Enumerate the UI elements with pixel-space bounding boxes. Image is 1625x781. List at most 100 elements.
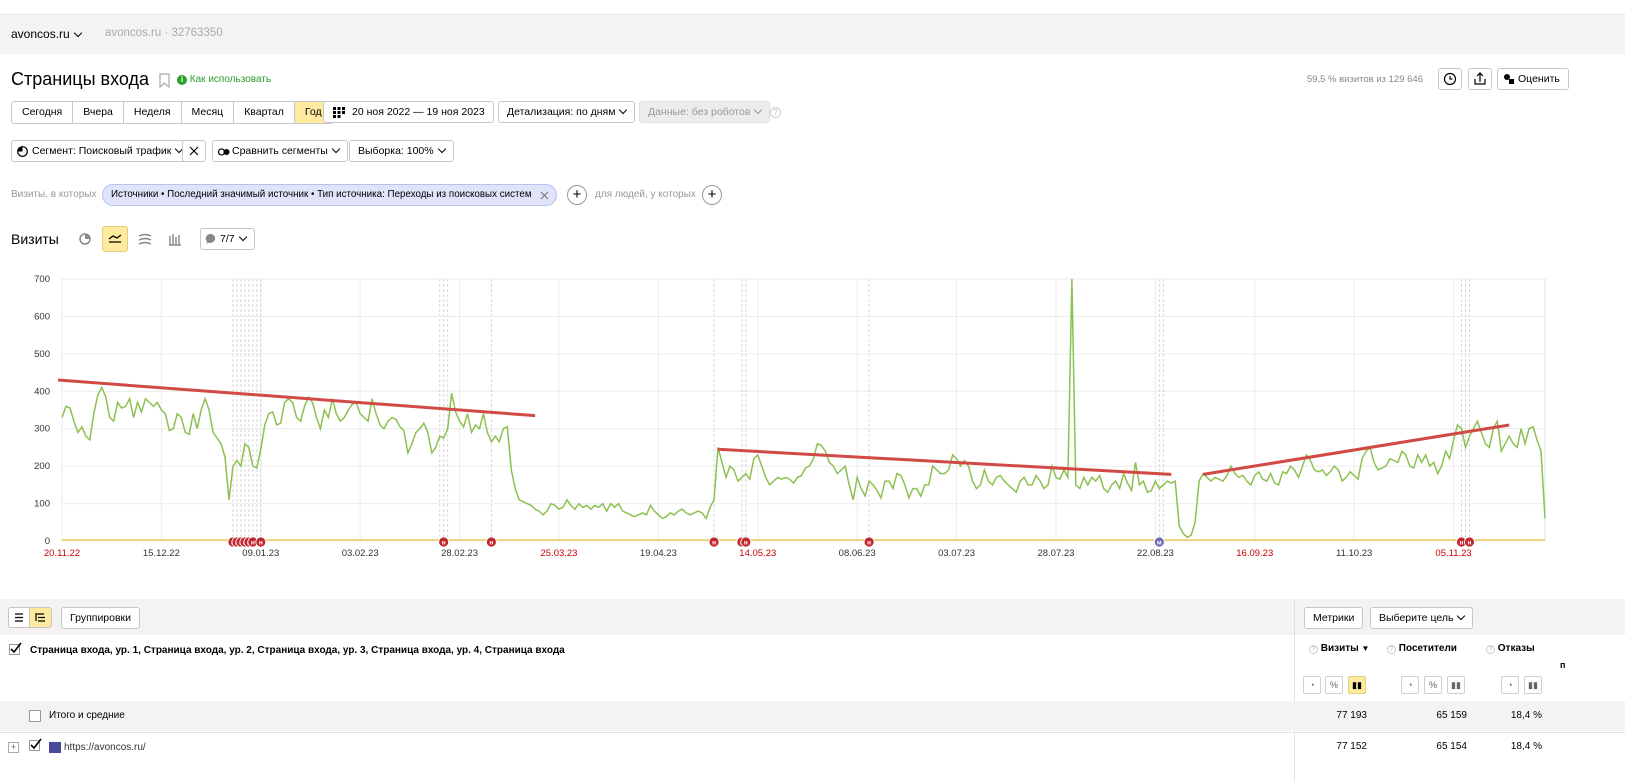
history-button[interactable] [1438,68,1462,90]
trend-line [717,447,1172,476]
x-tick-label: 14.05.23 [739,548,776,559]
row-url-link[interactable]: https://avoncos.ru/ [64,742,146,753]
segment-select[interactable]: Сегмент: Поисковый трафик [11,140,192,162]
filter-chip[interactable]: Источники • Последний значимый источник … [102,184,557,206]
bar-chart-icon[interactable]: ▮▮ [1348,676,1366,694]
totals-checkbox[interactable] [29,710,41,722]
area-chart-icon[interactable] [138,232,152,246]
bookmark-icon[interactable] [159,73,170,88]
bounces-column-header[interactable]: ? Отказы [1486,643,1535,654]
goal-select[interactable]: Выберите цель [1370,607,1474,629]
question-icon[interactable]: ? [770,107,781,118]
add-filter-button[interactable]: + [567,185,587,205]
close-icon [189,146,199,156]
comment-icon [205,233,216,244]
rate-button[interactable]: Оценить [1497,68,1569,90]
pie-icon [17,146,28,157]
annotations-select[interactable]: 7/7 [200,228,255,250]
period-button[interactable]: Вчера [73,102,124,123]
checkmark-icon [29,738,42,751]
annotation-marker-label: н [744,540,748,547]
groupings-button[interactable]: Группировки [61,607,141,629]
row-checkbox[interactable] [29,738,43,757]
visits-series-line[interactable] [61,278,1546,539]
bar-chart-icon[interactable] [168,232,182,246]
info-icon: ? [1309,645,1318,654]
period-button[interactable]: Месяц [181,102,235,123]
dimension-header[interactable]: Страница входа, ур. 1, Страница входа, у… [30,645,565,656]
annotation-marker[interactable] [255,536,267,548]
clock-icon [1443,72,1457,86]
visits-line-chart[interactable]: 0 100 200 300 400 500 600 700 20.11.22 15.12.22 09… [0,265,1625,565]
row-bounces: 18,4 % [1510,741,1542,752]
pie-chart-icon[interactable]: ◔ [1501,676,1519,694]
annotation-marker[interactable] [740,536,752,548]
bar-chart-icon[interactable]: ▮▮ [1524,676,1542,694]
sample-select[interactable]: Выборка: 100% [349,140,454,162]
metrics-button[interactable]: Метрики [1304,607,1364,629]
compare-segments-button[interactable]: Сравнить сегменты [212,140,348,162]
chevron-down-icon [619,105,628,115]
filter-prefix: Визиты, в которых [11,189,97,200]
percent-icon[interactable]: % [1325,676,1343,694]
annotation-marker[interactable] [1153,536,1165,548]
visits-column-label: Визиты [1320,643,1359,654]
visits-column-header[interactable]: ? Визиты ▼ [1309,643,1369,654]
annotation-marker[interactable] [1464,536,1475,548]
export-button[interactable] [1468,68,1492,90]
chevron-down-icon [437,144,446,154]
x-tick-label: 03.07.23 [938,548,975,559]
period-button[interactable]: Год [294,102,332,123]
pie-chart-icon[interactable]: ◔ [1303,676,1321,694]
detail-label: Детализация: по дням [507,106,616,118]
date-range-button[interactable]: 20 ноя 2022 — 19 ноя 2023 [323,101,494,123]
x-tick-label: 11.10.23 [1336,548,1372,559]
period-button[interactable]: Сегодня [12,102,74,123]
rate-icon [1504,74,1514,84]
pie-chart-icon[interactable]: ◔ [1401,676,1419,694]
bar-chart-icon[interactable]: ▮▮ [1447,676,1465,694]
sample-label: Выборка: 100% [358,145,434,157]
segment-label: Сегмент: Поисковый трафик [32,145,172,157]
tree-view-button[interactable] [30,607,52,628]
expand-icon[interactable]: + [8,742,19,753]
annotation-marker-label: н [251,540,255,547]
pie-chart-icon[interactable] [78,232,92,246]
add-people-filter-button[interactable]: + [702,185,722,205]
detail-select[interactable]: Детализация: по дням [498,101,636,123]
flat-view-button[interactable] [8,607,30,628]
data-filter-label: Данные: без роботов [648,106,751,118]
percent-icon[interactable]: % [1424,676,1442,694]
table-row[interactable]: + https://avoncos.ru/ 77 152 65 154 18,4… [0,732,1625,762]
x-tick-label: 16.09.23 [1236,548,1273,559]
visits-share: 59,5 % визитов из 129 646 [1306,74,1423,85]
y-tick-label: 500 [34,349,50,360]
line-chart-button[interactable] [102,226,128,252]
data-filter-select[interactable]: Данные: без роботов [639,101,771,123]
clear-segment-button[interactable] [182,140,206,162]
period-button[interactable]: Квартал [234,102,295,123]
help-link[interactable]: i Как использовать [177,74,271,85]
site-selector[interactable]: avoncos.ru [11,27,82,41]
x-tick-label: 05.11.23 [1435,548,1471,559]
annotation-marker[interactable] [863,536,875,548]
x-tick-label: 20.11.22 [44,548,80,559]
dimension-checkbox[interactable] [9,642,23,661]
list-icon [15,613,23,622]
annotation-marker[interactable] [438,536,450,548]
annotation-marker-label: н [1460,540,1464,547]
y-tick-label: 200 [34,461,50,472]
compare-label: Сравнить сегменты [232,145,328,157]
annotation-marker-label: н [442,540,446,547]
row-visitors: 65 154 [1436,741,1467,752]
remove-filter-icon[interactable] [540,191,549,200]
annotation-marker[interactable] [708,536,720,548]
y-tick-label: 700 [34,274,50,285]
visitors-column-header[interactable]: ? Посетители [1387,643,1457,654]
period-button[interactable]: Неделя [123,102,182,123]
annotation-marker[interactable] [485,536,497,548]
help-link-label: Как использовать [189,74,272,85]
x-tick-label: 28.07.23 [1037,548,1074,559]
period-selector: Сегодня Вчера Неделя Месяц Квартал Год [11,101,333,124]
annotation-marker-label: н [1467,540,1471,547]
